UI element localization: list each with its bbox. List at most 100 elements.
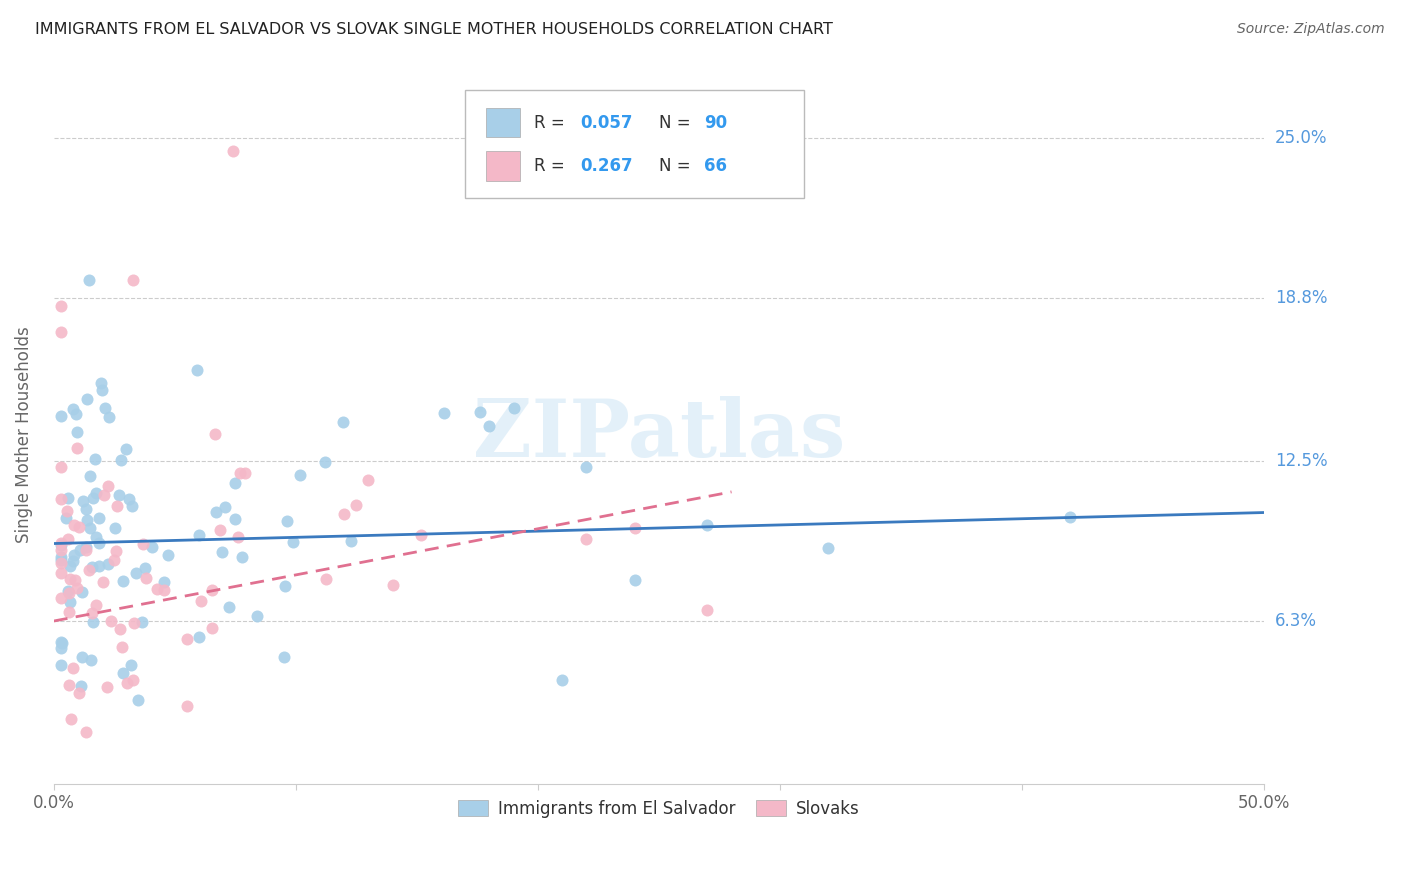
Point xyxy=(135,571,157,585)
Point xyxy=(96,681,118,695)
Point xyxy=(49,591,72,606)
Point xyxy=(49,491,72,506)
Point xyxy=(288,467,311,482)
Point xyxy=(112,666,135,681)
Point xyxy=(127,693,149,707)
Point xyxy=(357,473,380,487)
Point xyxy=(104,544,127,558)
Point xyxy=(122,273,145,287)
Point xyxy=(218,599,240,614)
Point xyxy=(59,572,82,586)
Point xyxy=(153,574,176,589)
Text: 66: 66 xyxy=(703,157,727,175)
Point xyxy=(110,452,132,467)
Point xyxy=(124,566,146,580)
Point xyxy=(111,640,134,654)
Point xyxy=(93,488,115,502)
Point xyxy=(281,535,304,549)
Point xyxy=(176,699,198,714)
Point xyxy=(49,536,72,550)
Point xyxy=(141,540,163,554)
Point xyxy=(344,498,367,512)
Point xyxy=(63,548,86,562)
Point xyxy=(49,542,72,557)
Text: 6.3%: 6.3% xyxy=(1275,612,1317,630)
Point xyxy=(231,549,253,564)
Point xyxy=(56,584,79,599)
Legend: Immigrants from El Salvador, Slovaks: Immigrants from El Salvador, Slovaks xyxy=(451,793,866,824)
Point xyxy=(276,514,298,528)
Point xyxy=(62,661,84,675)
Point xyxy=(100,614,122,628)
Point xyxy=(623,521,645,535)
Point xyxy=(273,650,295,665)
Point xyxy=(121,499,143,513)
Point xyxy=(62,554,84,568)
Point xyxy=(58,532,80,546)
Point xyxy=(214,500,236,514)
Point xyxy=(381,577,404,591)
Point xyxy=(97,557,120,571)
Point xyxy=(120,658,142,673)
Point xyxy=(80,607,103,621)
Point xyxy=(90,376,112,391)
Point xyxy=(72,493,94,508)
Point xyxy=(575,460,598,475)
Point xyxy=(204,427,226,442)
Point xyxy=(122,616,145,631)
Point xyxy=(49,553,72,567)
Point xyxy=(76,513,98,527)
FancyBboxPatch shape xyxy=(465,90,804,198)
Text: 25.0%: 25.0% xyxy=(1275,129,1327,147)
Point xyxy=(478,419,501,434)
Point xyxy=(186,362,208,376)
Point xyxy=(817,541,839,555)
Point xyxy=(146,582,169,596)
Point xyxy=(315,573,337,587)
Point xyxy=(134,561,156,575)
Point xyxy=(222,144,245,158)
Point xyxy=(91,383,114,397)
Point xyxy=(111,574,134,588)
Point xyxy=(211,544,233,558)
Point xyxy=(333,508,356,522)
Point xyxy=(67,686,90,700)
Point xyxy=(201,621,224,635)
Point xyxy=(98,409,121,424)
Point xyxy=(65,408,87,422)
Point xyxy=(208,523,231,537)
Point xyxy=(56,504,79,518)
Point xyxy=(70,584,93,599)
Point xyxy=(58,678,80,692)
Point xyxy=(84,486,107,500)
Point xyxy=(49,538,72,552)
Point xyxy=(58,491,80,505)
Text: 0.267: 0.267 xyxy=(581,157,633,175)
Point xyxy=(188,528,211,542)
Point xyxy=(226,530,249,544)
Text: R =: R = xyxy=(534,157,571,175)
Point xyxy=(82,491,104,505)
Point xyxy=(104,521,127,535)
Point xyxy=(274,578,297,592)
Point xyxy=(103,553,125,567)
Point xyxy=(115,442,138,456)
Point xyxy=(121,673,143,688)
Point xyxy=(87,511,110,525)
Point xyxy=(60,712,83,726)
Point xyxy=(49,325,72,339)
Point xyxy=(77,563,100,577)
Point xyxy=(433,406,456,420)
Point xyxy=(115,675,138,690)
Point xyxy=(1059,509,1081,524)
Point xyxy=(470,405,492,419)
Point xyxy=(59,558,82,573)
Point xyxy=(76,392,98,406)
Point xyxy=(65,441,87,455)
Text: Source: ZipAtlas.com: Source: ZipAtlas.com xyxy=(1237,22,1385,37)
Point xyxy=(224,512,246,526)
Point xyxy=(75,725,97,739)
Point xyxy=(69,543,91,558)
Text: N =: N = xyxy=(659,157,696,175)
Bar xyxy=(486,152,520,180)
